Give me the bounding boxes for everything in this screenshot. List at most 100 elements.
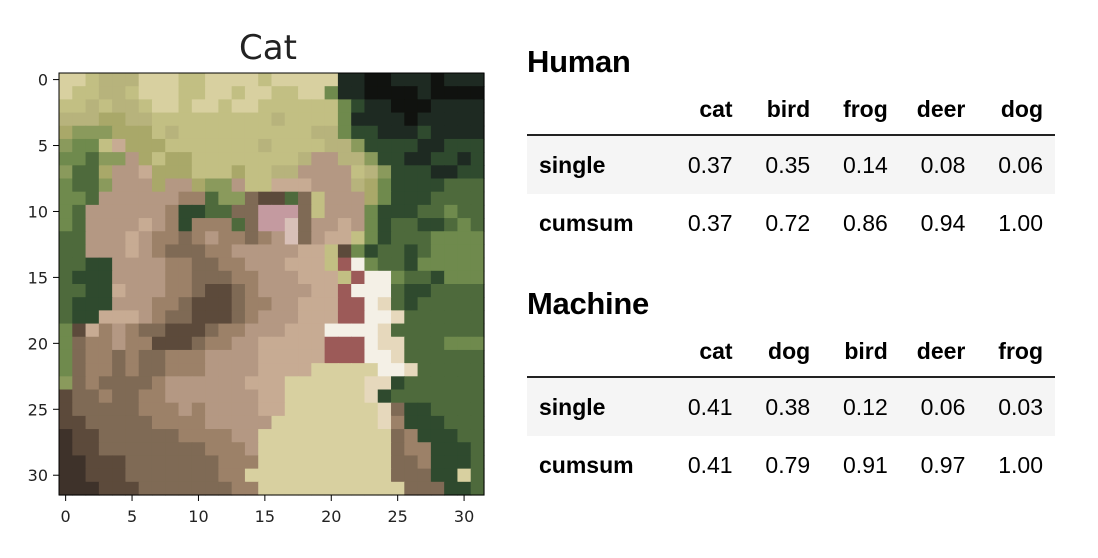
image-pixel [218, 402, 233, 417]
table-cell: 0.41 [687, 451, 733, 478]
image-pixel [351, 349, 366, 364]
image-pixel [364, 231, 379, 246]
image-pixel [178, 455, 193, 470]
image-pixel [444, 336, 459, 351]
image-pixel [191, 178, 206, 193]
image-pixel [205, 297, 219, 311]
image-pixel [417, 376, 432, 391]
image-pixel [298, 349, 312, 364]
image-pixel [112, 125, 127, 140]
image-pixel [138, 191, 153, 206]
image-pixel [391, 363, 405, 377]
image-pixel [444, 218, 459, 232]
image-pixel [151, 468, 166, 483]
image-pixel [59, 244, 73, 259]
image-pixel [85, 468, 100, 483]
image-pixel [244, 323, 259, 338]
image-pixel [430, 336, 445, 351]
image-pixel [430, 218, 445, 232]
image-pixel [165, 336, 180, 351]
image-pixel [298, 310, 312, 325]
image-pixel [85, 297, 100, 311]
image-pixel [430, 415, 445, 430]
image-pixel [112, 429, 127, 443]
image-pixel [284, 231, 299, 246]
image-pixel [244, 336, 259, 351]
image-pixel [430, 231, 445, 246]
image-pixel [98, 218, 113, 232]
image-pixel [324, 415, 339, 430]
image-pixel [151, 415, 166, 430]
image-pixel [298, 363, 312, 377]
image-pixel [324, 455, 339, 470]
image-pixel [391, 468, 405, 483]
image-pixel [125, 402, 140, 417]
image-pixel [98, 270, 113, 285]
image-pixel [244, 468, 259, 483]
image-pixel [165, 191, 180, 206]
image-pixel [244, 349, 259, 364]
image-pixel [138, 415, 153, 430]
image-pixel [85, 442, 100, 457]
image-pixel [404, 86, 419, 100]
image-pixel [324, 73, 339, 87]
image-pixel [430, 481, 445, 496]
image-pixel [298, 415, 312, 430]
image-pixel [191, 323, 206, 338]
image-pixel [258, 125, 273, 140]
image-pixel [125, 152, 140, 166]
image-pixel [364, 218, 379, 232]
image-pixel [138, 376, 153, 391]
image-pixel [165, 244, 180, 259]
image-pixel [444, 363, 459, 377]
image-pixel [457, 402, 472, 417]
image-pixel [205, 99, 219, 114]
image-pixel [258, 152, 273, 166]
image-pixel [311, 73, 326, 87]
image-pixel [178, 270, 193, 285]
image-pixel [231, 415, 246, 430]
image-pixel [337, 138, 352, 153]
image-pixel [231, 178, 246, 193]
image-pixel [324, 204, 339, 219]
image-pixel [125, 244, 140, 259]
x-tick-label: 15 [255, 507, 275, 526]
image-pixel [324, 336, 339, 351]
image-pixel [377, 218, 392, 232]
image-pixel [444, 402, 459, 417]
row-label: cumsum [539, 451, 634, 478]
image-pixel [311, 257, 326, 272]
image-pixel [218, 73, 233, 87]
image-pixel [191, 125, 206, 140]
row-label: single [539, 151, 606, 178]
image-pixel [457, 429, 472, 443]
image-pixel [98, 138, 113, 153]
image-pixel [72, 99, 87, 114]
image-pixel [470, 349, 485, 364]
image-pixel [444, 323, 459, 338]
image-pixel [324, 389, 339, 404]
image-pixel [72, 231, 87, 246]
image-pixel [85, 125, 100, 140]
image-pixel [59, 112, 73, 127]
image-pixel [404, 442, 419, 457]
image-pixel [324, 442, 339, 457]
image-pixel [457, 218, 472, 232]
image-pixel [377, 231, 392, 246]
image-pixel [178, 218, 193, 232]
image-pixel [165, 415, 180, 430]
image-pixel [444, 138, 459, 153]
image-pixel [351, 389, 366, 404]
image-pixel [231, 336, 246, 351]
image-pixel [59, 270, 73, 285]
image-pixel [258, 218, 273, 232]
image-pixel [337, 429, 352, 443]
image-pixel [324, 165, 339, 180]
image-pixel [404, 376, 419, 391]
image-pixel [85, 257, 100, 272]
image-pixel [178, 376, 193, 391]
image-pixel [231, 376, 246, 391]
image-pixel [178, 468, 193, 483]
table-header-row: cat dog bird deer frog [527, 322, 1055, 378]
image-pixel [165, 349, 180, 364]
